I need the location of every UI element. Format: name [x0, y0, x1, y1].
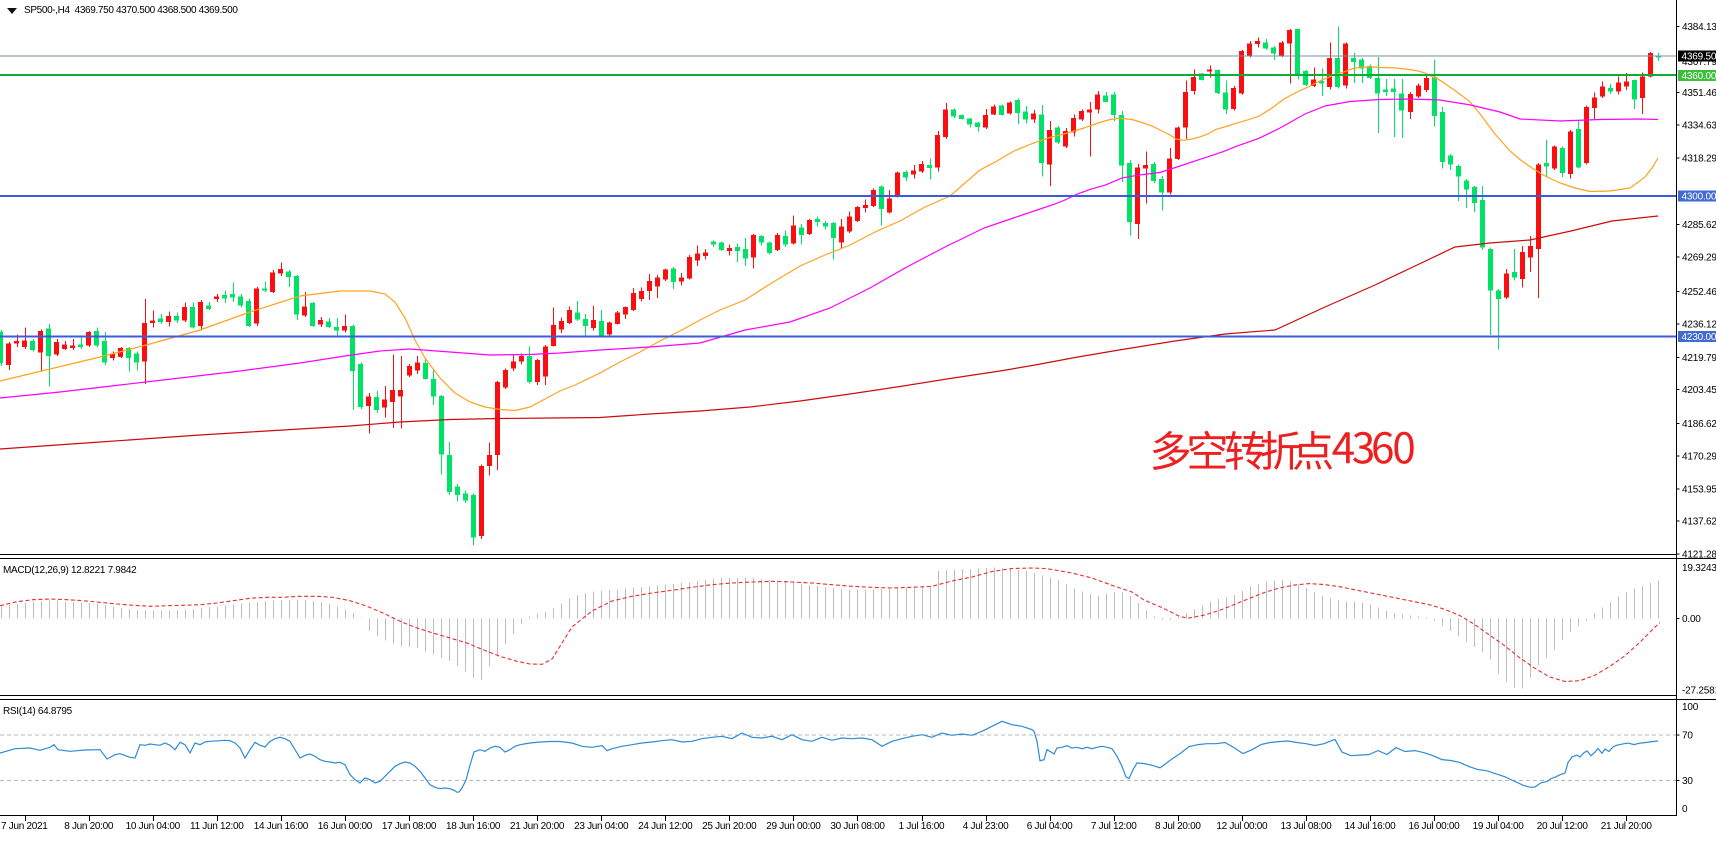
svg-text:4252.46: 4252.46: [1682, 287, 1716, 298]
svg-text:23 Jun 04:00: 23 Jun 04:00: [574, 821, 629, 832]
svg-text:4186.62: 4186.62: [1682, 419, 1716, 430]
svg-text:4137.62: 4137.62: [1682, 517, 1716, 528]
svg-text:4269.29: 4269.29: [1682, 253, 1716, 264]
svg-text:4121.28: 4121.28: [1682, 550, 1716, 561]
svg-text:4351.46: 4351.46: [1682, 88, 1716, 99]
svg-text:6 Jul 04:00: 6 Jul 04:00: [1027, 821, 1073, 832]
svg-text:4360.00: 4360.00: [1682, 71, 1716, 82]
svg-text:21 Jul 20:00: 21 Jul 20:00: [1601, 821, 1653, 832]
svg-text:20 Jul 12:00: 20 Jul 12:00: [1537, 821, 1589, 832]
svg-text:4170.29: 4170.29: [1682, 451, 1716, 462]
svg-text:18 Jun 16:00: 18 Jun 16:00: [446, 821, 501, 832]
svg-text:4219.79: 4219.79: [1682, 353, 1716, 364]
svg-text:4203.45: 4203.45: [1682, 385, 1716, 396]
svg-text:16 Jun 00:00: 16 Jun 00:00: [318, 821, 373, 832]
svg-text:29 Jun 00:00: 29 Jun 00:00: [766, 821, 821, 832]
svg-text:4153.95: 4153.95: [1682, 484, 1716, 495]
svg-text:11 Jun 12:00: 11 Jun 12:00: [190, 821, 244, 832]
svg-text:4 Jul 23:00: 4 Jul 23:00: [963, 821, 1009, 832]
svg-text:16 Jul 00:00: 16 Jul 00:00: [1409, 821, 1461, 832]
svg-text:19.3243: 19.3243: [1682, 563, 1716, 574]
svg-text:10 Jun 04:00: 10 Jun 04:00: [126, 821, 181, 832]
svg-text:8 Jun 20:00: 8 Jun 20:00: [64, 821, 114, 832]
svg-text:SP500-,H4 4369.750 4370.500 4: SP500-,H4 4369.750 4370.500 4368.500 436…: [24, 5, 238, 16]
svg-text:4369.50: 4369.50: [1682, 52, 1716, 63]
svg-text:30 Jun 08:00: 30 Jun 08:00: [830, 821, 885, 832]
svg-text:1 Jul 16:00: 1 Jul 16:00: [899, 821, 945, 832]
svg-text:4334.63: 4334.63: [1682, 121, 1716, 132]
svg-text:0: 0: [1682, 804, 1688, 815]
svg-text:13 Jul 08:00: 13 Jul 08:00: [1280, 821, 1332, 832]
svg-text:7 Jul 12:00: 7 Jul 12:00: [1091, 821, 1137, 832]
svg-text:4300.00: 4300.00: [1682, 192, 1716, 203]
svg-text:30: 30: [1682, 776, 1693, 787]
svg-text:MACD(12,26,9) 12.8221 7.9842: MACD(12,26,9) 12.8221 7.9842: [3, 565, 137, 576]
svg-text:14 Jul 16:00: 14 Jul 16:00: [1345, 821, 1397, 832]
svg-text:12 Jul 00:00: 12 Jul 00:00: [1216, 821, 1268, 832]
svg-text:100: 100: [1682, 702, 1699, 713]
svg-text:8 Jul 20:00: 8 Jul 20:00: [1155, 821, 1201, 832]
svg-text:70: 70: [1682, 730, 1693, 741]
svg-text:7 Jun 2021: 7 Jun 2021: [1, 821, 48, 832]
svg-text:4230.00: 4230.00: [1682, 332, 1716, 343]
svg-text:4384.13: 4384.13: [1682, 22, 1716, 33]
svg-text:24 Jun 12:00: 24 Jun 12:00: [638, 821, 693, 832]
svg-text:RSI(14) 64.8795: RSI(14) 64.8795: [3, 706, 73, 717]
svg-text:25 Jun 20:00: 25 Jun 20:00: [702, 821, 757, 832]
svg-text:19 Jul 04:00: 19 Jul 04:00: [1473, 821, 1525, 832]
svg-text:0.00: 0.00: [1682, 614, 1701, 625]
svg-text:4236.12: 4236.12: [1682, 319, 1716, 330]
svg-text:17 Jun 08:00: 17 Jun 08:00: [382, 821, 437, 832]
svg-text:4318.29: 4318.29: [1682, 154, 1716, 165]
svg-text:21 Jun 20:00: 21 Jun 20:00: [510, 821, 565, 832]
svg-text:14 Jun 16:00: 14 Jun 16:00: [254, 821, 309, 832]
svg-text:4285.62: 4285.62: [1682, 220, 1716, 231]
